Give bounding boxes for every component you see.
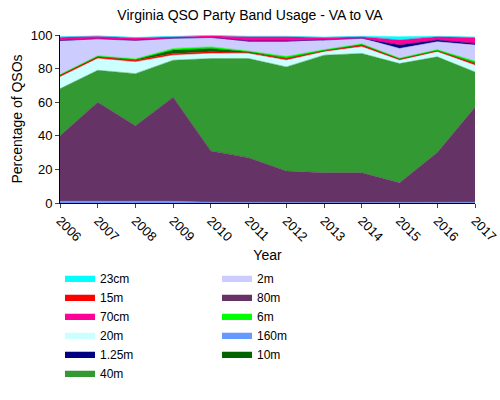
- svg-text:15m: 15m: [100, 291, 123, 305]
- svg-text:2013: 2013: [317, 213, 348, 244]
- svg-text:160m: 160m: [257, 329, 287, 343]
- svg-text:40: 40: [38, 128, 52, 143]
- svg-text:70cm: 70cm: [100, 310, 129, 324]
- svg-text:20m: 20m: [100, 329, 123, 343]
- svg-text:2015: 2015: [393, 213, 424, 244]
- svg-text:2012: 2012: [280, 213, 311, 244]
- svg-text:2m: 2m: [257, 272, 274, 286]
- svg-text:10m: 10m: [257, 348, 280, 362]
- svg-text:40m: 40m: [100, 367, 123, 381]
- svg-text:80m: 80m: [257, 291, 280, 305]
- svg-text:20: 20: [38, 162, 52, 177]
- svg-text:2007: 2007: [91, 213, 122, 244]
- svg-text:2017: 2017: [468, 213, 499, 244]
- svg-text:Virginia QSO Party Band Usage: Virginia QSO Party Band Usage - VA to VA: [117, 7, 383, 23]
- svg-text:2006: 2006: [53, 213, 84, 244]
- svg-text:100: 100: [31, 28, 53, 43]
- svg-text:2008: 2008: [129, 213, 160, 244]
- svg-text:2016: 2016: [431, 213, 462, 244]
- svg-text:0: 0: [45, 196, 52, 211]
- svg-text:60: 60: [38, 95, 52, 110]
- svg-text:1.25m: 1.25m: [100, 348, 133, 362]
- svg-text:23cm: 23cm: [100, 272, 129, 286]
- svg-text:Percentage of QSOs: Percentage of QSOs: [9, 54, 25, 183]
- svg-text:2011: 2011: [242, 213, 272, 243]
- svg-text:80: 80: [38, 61, 52, 76]
- svg-text:2010: 2010: [204, 213, 235, 244]
- svg-text:2014: 2014: [355, 213, 386, 244]
- svg-text:Year: Year: [253, 247, 282, 263]
- svg-text:6m: 6m: [257, 310, 274, 324]
- svg-text:2009: 2009: [166, 213, 197, 244]
